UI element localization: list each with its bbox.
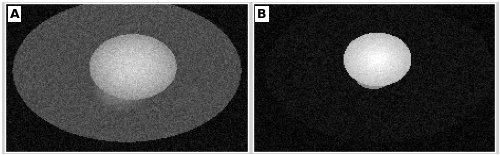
Text: A: A (10, 8, 20, 21)
Text: B: B (258, 8, 267, 21)
